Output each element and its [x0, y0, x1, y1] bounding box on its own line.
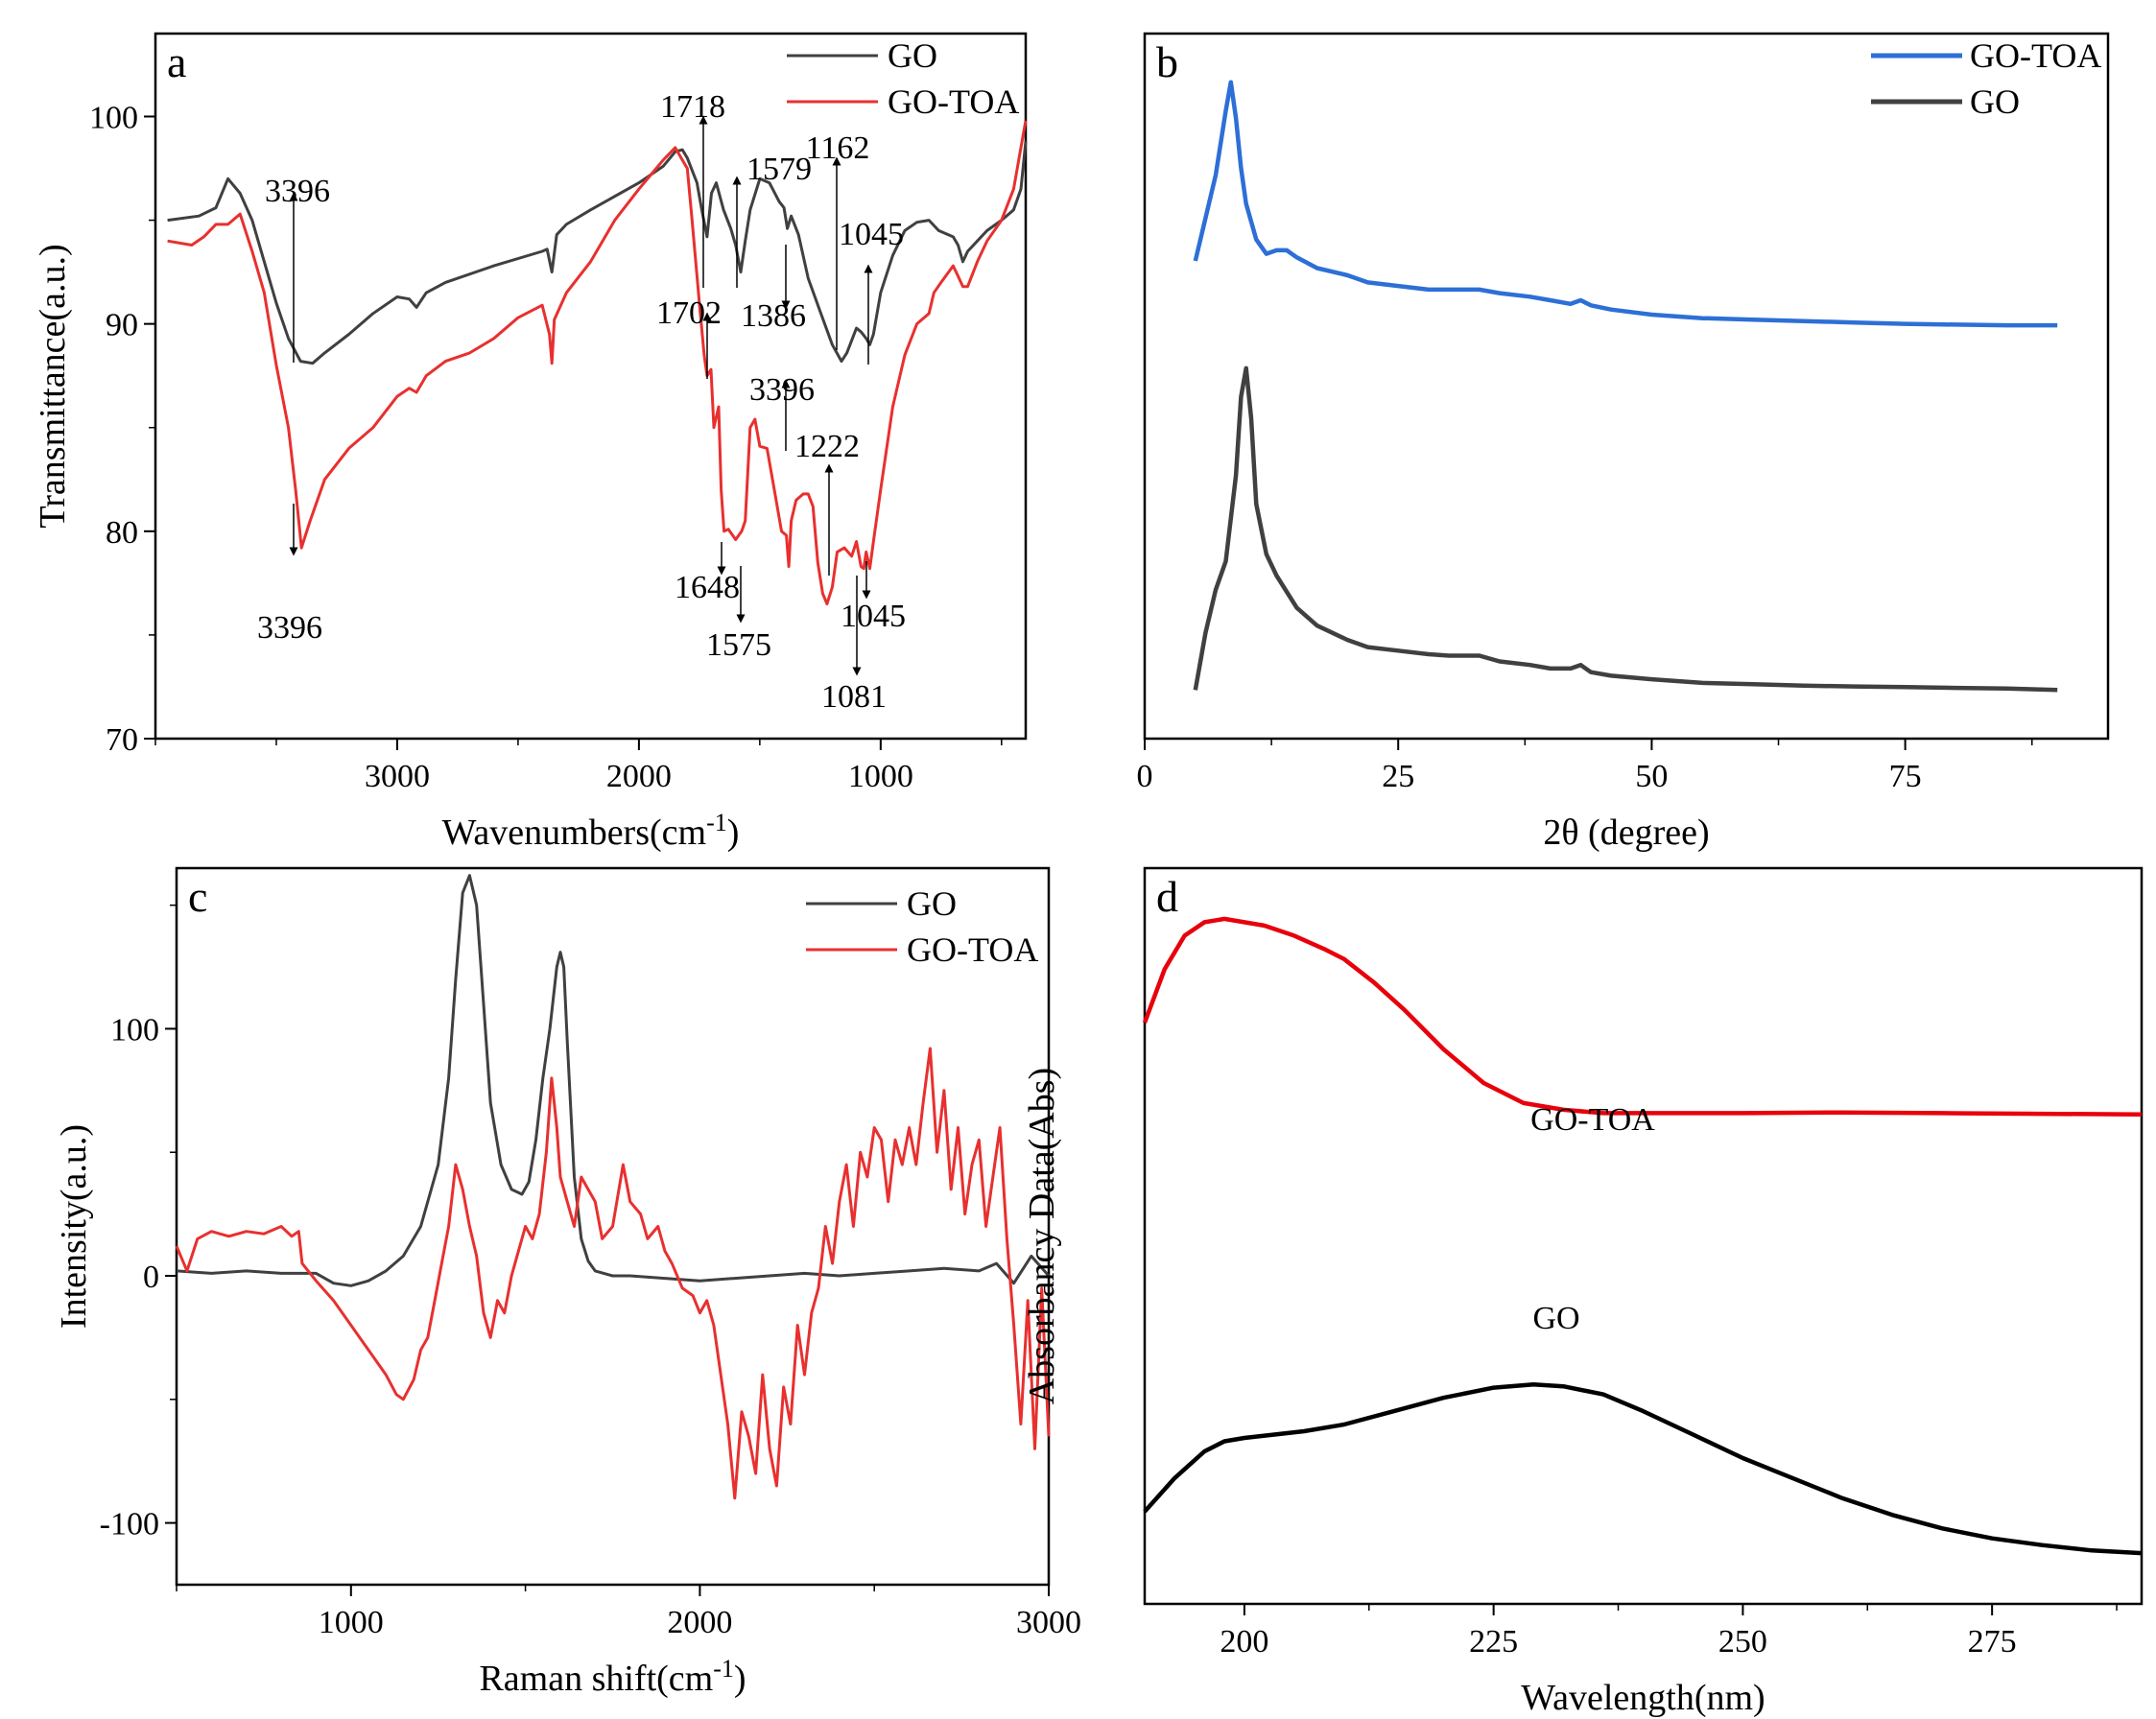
annotation-label: 1386 — [741, 298, 806, 334]
x-tick-label: 0 — [1137, 759, 1153, 794]
series-line-GO-TOA — [1193, 80, 2058, 328]
annotation-label: 1081 — [821, 679, 887, 715]
legend-label: GO-TOA — [907, 930, 1038, 969]
y-axis-label: Intensity(a.u.) — [54, 1124, 94, 1329]
series-line-GO-TOA — [1142, 916, 2143, 1118]
x-tick-label: 225 — [1469, 1624, 1518, 1660]
x-tick-label: 250 — [1718, 1624, 1767, 1660]
series-line-GO-TOA — [167, 120, 1028, 605]
annotation-label: 1575 — [706, 627, 771, 663]
x-tick-label: 1000 — [319, 1605, 384, 1640]
plot-frame — [1143, 866, 2144, 1606]
x-tick-label: 1000 — [848, 759, 913, 794]
panel-letter: b — [1156, 37, 1178, 86]
x-tick-label: 2000 — [606, 759, 672, 794]
y-tick-label: 90 — [106, 308, 138, 343]
legend-label: GO — [907, 884, 957, 923]
legend-label: GO-TOA — [1970, 36, 2101, 75]
series-line-GO-TOA — [175, 1047, 1051, 1500]
plot-frame — [1143, 32, 2110, 741]
legend-label: GO — [1970, 82, 2020, 121]
annotation-label: 3396 — [257, 610, 322, 646]
y-tick-label: 100 — [89, 100, 138, 135]
y-tick-label: 100 — [110, 1012, 159, 1048]
x-tick-label: 25 — [1382, 759, 1414, 794]
x-tick-label: 200 — [1220, 1624, 1268, 1660]
y-tick-label: -100 — [100, 1507, 159, 1542]
panel-c: 1000 2000 3000 -100 0 100 c GO GO-TOA — [100, 866, 1081, 1640]
x-axis-label: Raman shift(cm-1) — [479, 1655, 746, 1699]
plot-frame — [175, 866, 1051, 1587]
x-tick-label: 3000 — [365, 759, 430, 794]
panel-letter: c — [188, 872, 207, 921]
x-tick-label: 2000 — [667, 1605, 732, 1640]
series-line-GO — [1143, 1381, 2143, 1556]
annotation-label: 1162 — [806, 130, 870, 166]
annotation-label: 1702 — [656, 295, 722, 331]
annotation-label: 1718 — [660, 89, 725, 125]
plot-frame — [154, 32, 1028, 741]
x-tick-label: 50 — [1635, 759, 1668, 794]
series-line-GO — [167, 141, 1028, 365]
annotation-label: 3396 — [749, 372, 815, 408]
x-tick-label: 3000 — [1016, 1605, 1081, 1640]
panel-letter: a — [167, 37, 186, 86]
curve-label-go-toa: GO-TOA — [1530, 1102, 1655, 1138]
panel-d: 200 225 250 275 d — [1142, 866, 2144, 1660]
legend-label: GO — [888, 36, 937, 75]
series-line-GO — [1193, 365, 2058, 693]
x-axis-label: 2θ (degree) — [1543, 812, 1709, 853]
panel-letter: d — [1156, 872, 1178, 921]
x-tick-label: 75 — [1889, 759, 1922, 794]
panel-b: 0 25 50 75 b GO-TOA GO — [1137, 32, 2110, 794]
x-axis-label: Wavenumbers(cm-1) — [442, 809, 740, 853]
y-tick-label: 0 — [143, 1260, 159, 1295]
panel-a: 3000 2000 1000 70 80 90 100 a GO GO-TOA — [89, 32, 1028, 794]
annotation-label: 1045 — [841, 599, 906, 634]
panel-d-annotations: GO-TOA GO — [1530, 1102, 1655, 1336]
x-tick-label: 275 — [1968, 1624, 2017, 1660]
y-axis-label: Transmittance(a.u.) — [33, 244, 73, 528]
y-axis-label: Absorbancy Data(Abs) — [1022, 1068, 1062, 1404]
y-tick-label: 80 — [106, 515, 138, 551]
panel-a-annotations: 3396 3396 1718 1702 1579 1386 1162 1045 3396 1222… — [257, 89, 906, 715]
curve-label-go: GO — [1532, 1301, 1579, 1336]
annotation-label: 1579 — [746, 152, 812, 187]
series-line-GO — [176, 874, 1051, 1287]
x-axis-label: Wavelength(nm) — [1521, 1678, 1765, 1718]
annotation-label: 1648 — [675, 570, 740, 605]
annotation-label: 1222 — [794, 429, 860, 464]
annotation-label: 1045 — [839, 217, 904, 252]
y-tick-label: 70 — [106, 722, 138, 758]
legend-label: GO-TOA — [888, 82, 1019, 121]
annotation-label: 3396 — [265, 174, 330, 209]
